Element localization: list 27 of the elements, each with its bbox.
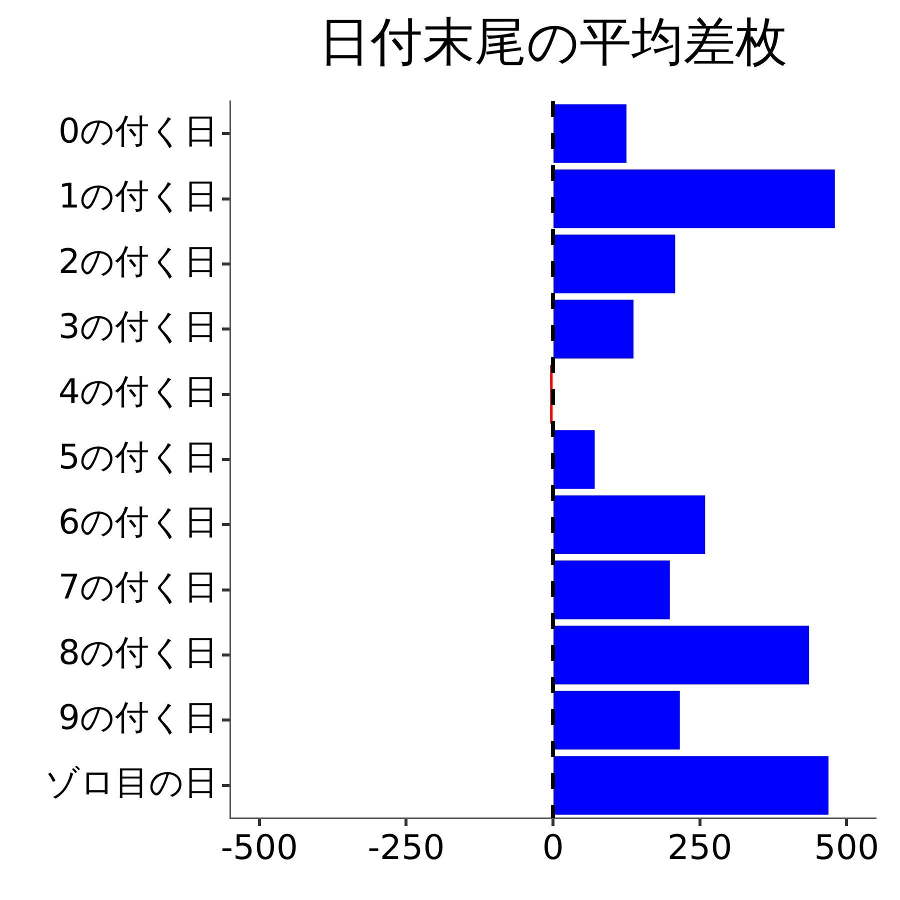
y-tick-label: ゾロ目の日 xyxy=(45,763,218,804)
y-tick-label: 0の付く日 xyxy=(58,111,218,152)
y-tick-label: 3の付く日 xyxy=(58,306,218,347)
y-tick-label: 5の付く日 xyxy=(58,437,218,478)
bar xyxy=(554,690,680,750)
y-tick-label: 8の付く日 xyxy=(58,632,218,673)
y-tick-label: 2の付く日 xyxy=(58,242,218,282)
y-tick-label: 9の付く日 xyxy=(58,698,218,738)
bar xyxy=(554,560,670,620)
y-tick-label: 4の付く日 xyxy=(58,372,218,412)
bar xyxy=(554,495,706,554)
bar xyxy=(554,300,634,358)
bar xyxy=(554,104,626,163)
bar xyxy=(554,234,676,294)
y-tick-label: 7の付く日 xyxy=(58,568,218,608)
y-tick-label: 6の付く日 xyxy=(58,502,218,543)
bar xyxy=(554,430,595,489)
bar xyxy=(554,756,828,815)
y-tick-label: 1の付く日 xyxy=(58,176,218,217)
chart-title: 日付末尾の平均差枚 xyxy=(318,12,788,73)
bar xyxy=(554,169,835,228)
x-tick-label: -500 xyxy=(220,828,298,868)
bar xyxy=(554,626,810,684)
x-tick-label: 0 xyxy=(542,828,564,868)
x-tick-label: 500 xyxy=(814,828,880,868)
x-tick-label: 250 xyxy=(667,828,732,868)
x-tick-label: -250 xyxy=(368,828,445,868)
